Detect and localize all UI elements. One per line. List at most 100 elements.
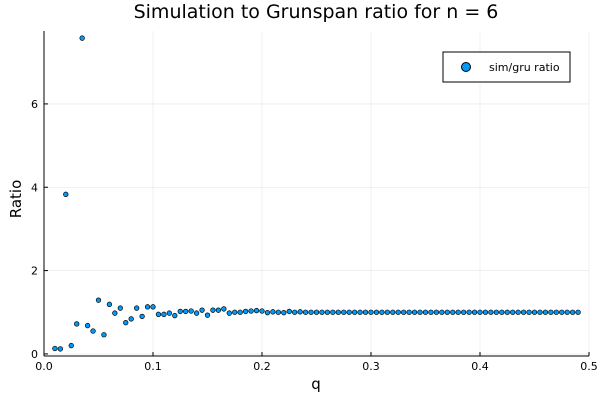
data-point [390,309,396,315]
data-point [559,309,565,315]
x-tick-label: 0.1 [144,360,162,373]
grid-lines [43,31,590,356]
data-point [553,309,559,315]
data-point [193,310,200,316]
data-point [482,309,489,315]
data-point [417,309,423,315]
data-point [275,309,282,315]
data-point [422,309,429,315]
data-point [177,308,183,315]
chart-title: Simulation to Grunspan ratio for n = 6 [134,1,499,23]
data-point [406,309,412,315]
data-point [373,309,380,315]
data-point [292,309,298,315]
x-tick-label: 0.0 [35,360,53,373]
y-tick-label: 2 [31,265,38,278]
data-point [313,309,320,315]
data-point [63,191,69,197]
data-point [471,309,478,315]
data-point [117,305,123,311]
data-point [368,309,374,315]
data-point [264,310,271,316]
data-point [319,309,325,315]
data-point [477,309,483,315]
data-point [221,306,227,312]
data-point [199,307,205,313]
data-point [401,309,407,315]
data-point [166,310,173,316]
data-point [395,309,401,315]
y-tick-label: 4 [31,181,38,194]
y-axis-label: Ratio [7,180,25,219]
data-point [564,309,570,315]
data-point [95,297,102,303]
data-point [542,309,549,315]
data-point [112,310,118,316]
data-point [297,309,303,315]
data-point [570,309,576,315]
data-point [188,308,194,314]
legend: sim/gru ratio [442,51,571,83]
data-point [335,309,341,315]
data-point [106,301,113,307]
data-point [330,309,336,315]
data-point [433,309,440,315]
data-point [210,307,216,313]
data-point [537,309,543,315]
x-tick-label: 0.4 [471,360,489,373]
y-tick-label: 6 [31,98,38,111]
data-point [226,310,232,316]
data-point [101,332,107,338]
data-point [575,309,581,315]
data-point [90,328,96,334]
data-point [357,309,363,315]
data-point [488,309,494,315]
data-point [204,312,211,318]
data-point [461,309,467,315]
data-point [308,309,314,315]
data-point [150,304,156,310]
data-point [84,322,91,329]
data-point [450,309,456,315]
data-points [52,35,581,352]
data-point [144,304,151,310]
data-point [237,309,243,315]
data-point [379,309,385,315]
x-axis-label: q [311,375,321,393]
x-tick-label: 0.2 [253,360,271,373]
data-point [444,309,450,315]
data-point [232,309,238,315]
data-point [183,308,189,315]
data-point [281,310,287,316]
data-point [161,311,167,317]
data-point [504,309,510,315]
data-point [428,309,434,315]
data-point [499,309,505,315]
data-point [139,313,145,320]
y-tick-label: 0 [31,348,38,361]
data-point [515,309,521,315]
data-point [520,309,527,315]
data-point [57,346,63,352]
data-point [531,309,538,315]
data-point [253,307,260,314]
data-point [455,309,461,315]
data-point [128,316,134,322]
data-point [270,309,276,315]
data-point [526,309,532,315]
data-point [215,307,222,313]
data-point [123,320,129,326]
data-point [52,345,58,352]
data-point [346,309,352,315]
data-point [155,311,162,317]
data-point [493,309,500,315]
data-point [302,309,309,315]
y-ticks: 0 2 4 6 [31,98,48,361]
data-point [79,35,85,41]
x-tick-label: 0.3 [362,360,380,373]
data-point [548,309,554,315]
data-point [286,308,292,315]
data-point [248,308,254,314]
data-point [324,309,331,315]
